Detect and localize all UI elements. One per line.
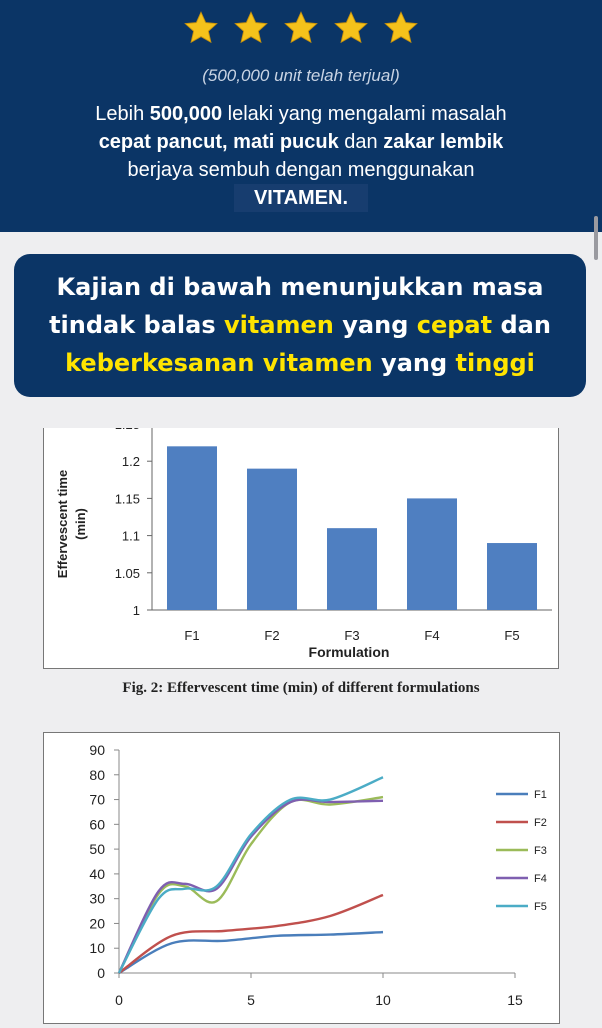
y-axis-unit: (min) (73, 508, 88, 540)
x-tick-label: 10 (375, 992, 391, 1008)
y-tick-label: 50 (89, 841, 105, 857)
callout-highlight: keberkesanan (65, 349, 255, 377)
callout-line3: keberkesanan vitamen yang tinggi (14, 344, 586, 382)
headline-text: Lebih (95, 103, 150, 125)
y-axis-label: Effervescent time (55, 470, 70, 578)
y-tick-label: 1.15 (115, 491, 140, 506)
x-tick-label: 15 (507, 992, 523, 1008)
callout-text: dan (492, 311, 551, 339)
bar (327, 528, 377, 610)
x-tick-label: F4 (424, 628, 439, 643)
x-tick-label: F1 (184, 628, 199, 643)
rating-stars (0, 10, 602, 46)
series-line-f2 (118, 893, 384, 974)
y-tick-label: 0 (97, 965, 105, 981)
callout-line2: tindak balas vitamen yang cepat dan (14, 306, 586, 344)
figure-caption: Fig. 2: Effervescent time (min) of diffe… (122, 680, 480, 696)
bar (167, 446, 217, 610)
legend-label: F1 (534, 789, 547, 801)
headline-line4: VITAMEN. (233, 184, 369, 212)
bar (247, 468, 297, 610)
legend-label: F4 (534, 873, 547, 885)
bar (487, 543, 537, 610)
y-tick-label: 1.05 (115, 566, 140, 581)
hero-banner: (500,000 unit telah terjual) Lebih 500,0… (0, 0, 602, 232)
y-tick-label: 10 (89, 940, 105, 956)
y-tick-label: 1 (133, 603, 140, 618)
line-chart: 0 10 20 30 40 50 60 70 80 90 0 5 10 15 F1 F2 F3 F4 F5 (89, 742, 547, 1008)
callout-text: yang (333, 311, 417, 339)
legend-label: F2 (534, 817, 547, 829)
legend-label: F5 (534, 901, 547, 913)
series-line-f1 (118, 930, 384, 975)
callout-text (254, 349, 262, 377)
callout-line1: Kajian di bawah menunjukkan masa (56, 273, 544, 301)
star-icon (184, 11, 218, 44)
headline-bold: cepat pancut, mati pucuk (98, 131, 339, 153)
scrollbar[interactable] (594, 216, 598, 260)
callout-text: tindak balas (49, 311, 224, 339)
headline-text: lelaki yang mengalami masalah (222, 103, 507, 125)
series-line-f3 (117, 795, 384, 974)
x-tick-label: F3 (344, 628, 359, 643)
series-line-f4 (117, 798, 384, 974)
legend-label: F3 (534, 845, 547, 857)
star-icon (284, 11, 318, 44)
callout-highlight: tinggi (455, 349, 535, 377)
units-sold-text: (500,000 unit telah terjual) (202, 66, 400, 85)
x-axis-label: Formulation (309, 644, 390, 660)
y-tick-label: 20 (89, 915, 105, 931)
y-tick-label: 30 (89, 891, 105, 907)
callout-highlight: cepat (416, 311, 493, 339)
callout-text: yang (372, 349, 456, 377)
bar (407, 498, 457, 610)
headline-bold: zakar lembik (383, 131, 504, 153)
y-tick-label: 40 (89, 866, 105, 882)
y-tick-label: 1.1 (122, 529, 140, 544)
bar-chart-figure: 1 1.05 1.1 1.15 1.2 1.25 F1 F2 F3 F4 F5 Formulation… (43, 417, 559, 668)
y-tick-label: 1.2 (122, 454, 140, 469)
headline-bold: VITAMEN. (253, 187, 349, 209)
headline-bold: 500,000 (149, 103, 223, 125)
star-icon (334, 11, 368, 44)
y-tick-label: 60 (89, 816, 105, 832)
x-tick-label: F2 (264, 628, 279, 643)
y-tick-label: 1.25 (115, 428, 140, 432)
series-line-f5 (117, 776, 384, 974)
star-icon (234, 11, 268, 44)
headline-line3: berjaya sembuh dengan menggunakan (127, 159, 475, 181)
x-tick-label: 5 (247, 992, 255, 1008)
y-tick-label: 70 (89, 792, 105, 808)
bar-chart: 1 1.05 1.1 1.15 1.2 1.25 F1 F2 F3 F4 F5 Formulation… (55, 417, 552, 660)
headline-line1: Lebih 500,000 lelaki yang mengalami masa… (95, 103, 506, 125)
headline-line2: cepat pancut, mati pucuk dan zakar lembi… (99, 131, 504, 153)
x-tick-label: 0 (115, 992, 123, 1008)
callout-highlight: vitamen (223, 311, 334, 339)
hero-headline: Lebih 500,000 lelaki yang mengalami masa… (30, 100, 572, 212)
callout-highlight: vitamen (262, 349, 373, 377)
headline-text: dan (338, 131, 384, 153)
line-chart-figure: 0 10 20 30 40 50 60 70 80 90 0 5 10 15 F1 F2 F3 F4 F5 (43, 732, 560, 1024)
x-tick-label: F5 (504, 628, 519, 643)
y-tick-label: 90 (89, 742, 105, 758)
y-tick-label: 80 (89, 767, 105, 783)
study-callout: Kajian di bawah menunjukkan masa tindak … (14, 254, 586, 397)
star-icon (384, 11, 418, 44)
